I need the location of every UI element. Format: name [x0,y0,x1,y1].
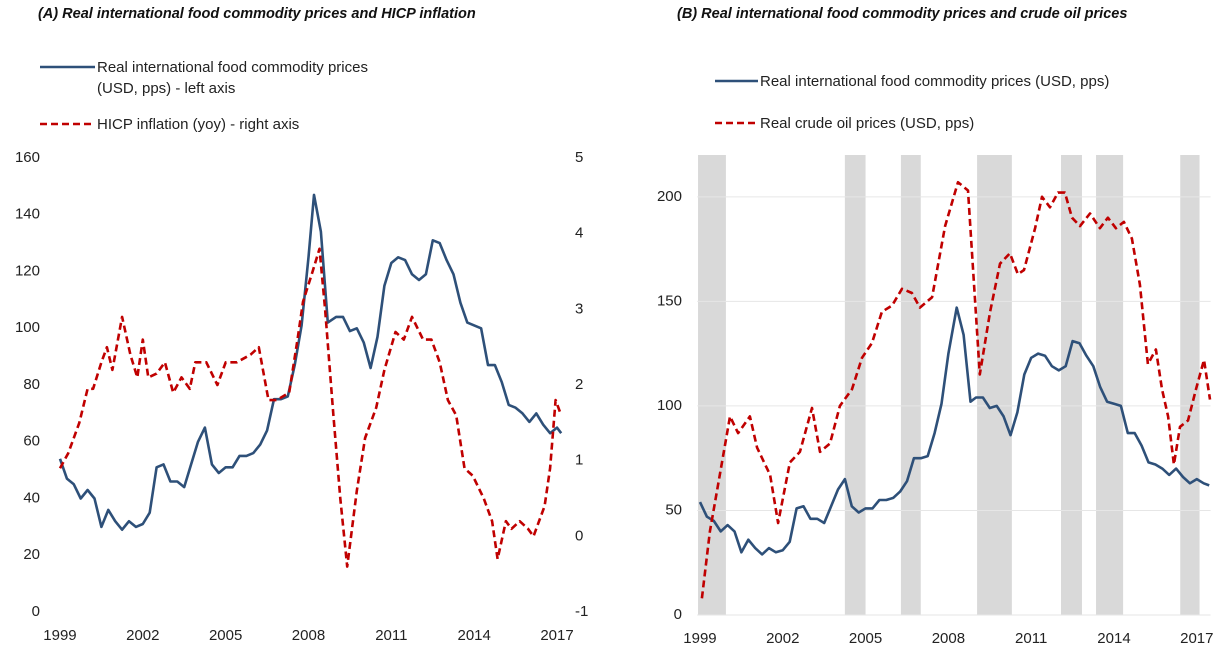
y2-tick-label: -1 [575,603,588,620]
shaded-period [1060,155,1082,615]
shaded-period [844,155,866,615]
y-tick-label: 160 [15,149,40,166]
y-tick-label: 40 [23,489,40,506]
series-line [58,247,563,568]
y2-tick-label: 4 [575,225,583,242]
x-tick-label: 2011 [1015,630,1047,647]
y-tick-label: 80 [23,376,40,393]
series-line [58,193,563,531]
y2-tick-label: 3 [575,300,583,317]
series-line [700,180,1212,599]
x-tick-label: 2017 [540,627,573,644]
x-tick-label: 2008 [292,627,325,644]
legend-entry: HICP inflation (yoy) - right axis [97,116,300,133]
y-tick-label: 60 [23,433,40,450]
legend-entry: Real international food commodity prices… [97,59,368,97]
y-tick-label: 140 [15,206,40,223]
y-tick-label: 20 [23,546,40,563]
shaded-period [977,155,1012,615]
x-tick-label: 2017 [1180,630,1213,647]
x-tick-label: 2014 [457,627,490,644]
y2-tick-label: 2 [575,376,583,393]
y-tick-label: 50 [665,501,682,518]
y2-tick-label: 0 [575,527,583,544]
y2-tick-label: 5 [575,149,583,166]
x-tick-label: 2002 [766,630,799,647]
x-tick-label: 2002 [126,627,159,644]
y2-tick-label: 1 [575,452,583,469]
shaded-period [698,155,726,615]
x-tick-label: 2014 [1097,630,1130,647]
chart-title: (B) Real international food commodity pr… [677,6,1128,22]
x-tick-label: 2011 [375,627,407,644]
y-tick-label: 0 [674,606,682,623]
shaded-period [900,155,921,615]
series-line [698,306,1210,556]
y-tick-label: 100 [657,397,682,414]
y-tick-label: 100 [15,319,40,336]
shaded-period [1180,155,1200,615]
y-tick-label: 150 [657,292,682,309]
x-tick-label: 1999 [683,630,716,647]
legend-entry: Real international food commodity prices… [760,73,1110,90]
y-tick-label: 0 [32,603,40,620]
x-tick-label: 1999 [43,627,76,644]
y-tick-label: 120 [15,262,40,279]
x-tick-label: 2005 [209,627,242,644]
x-tick-label: 2005 [849,630,882,647]
legend-entry: Real crude oil prices (USD, pps) [760,115,975,132]
x-tick-label: 2008 [932,630,965,647]
chart-title: (A) Real international food commodity pr… [38,6,476,22]
y-tick-label: 200 [657,188,682,205]
